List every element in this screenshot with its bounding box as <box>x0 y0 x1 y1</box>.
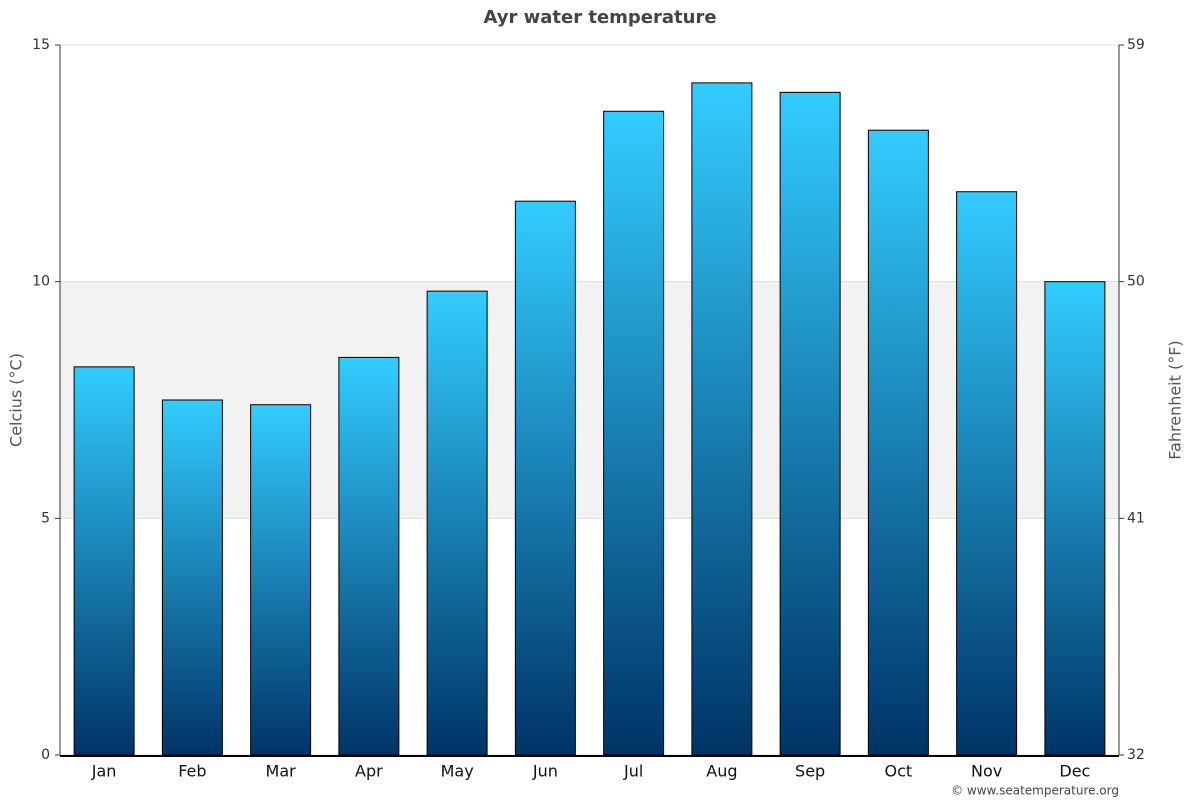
bar <box>779 91 841 756</box>
y2-tick-label: 50 <box>1127 274 1145 290</box>
x-tick-label: Feb <box>178 762 206 781</box>
bar <box>1044 281 1106 756</box>
x-tick-label: May <box>441 762 474 781</box>
x-tick-label: Oct <box>885 762 913 781</box>
bar <box>691 82 753 756</box>
bar <box>603 110 665 756</box>
x-tick-label: Aug <box>706 762 737 781</box>
source-credit: © www.seatemperature.org <box>951 784 1119 798</box>
bar <box>867 129 929 756</box>
bar <box>338 356 400 756</box>
y-tick-label: 10 <box>32 274 50 290</box>
bar <box>956 191 1018 756</box>
y2-axis-label: Fahrenheit (°F) <box>1166 340 1185 459</box>
x-tick-label: Mar <box>266 762 297 781</box>
x-tick-label: Jul <box>623 762 643 781</box>
y-tick-label: 5 <box>41 510 50 526</box>
bar <box>514 200 576 756</box>
y2-tick-label: 41 <box>1127 510 1145 526</box>
y2-tick-label: 32 <box>1127 747 1145 763</box>
y-axis-label: Celcius (°C) <box>7 353 26 447</box>
x-tick-label: Dec <box>1059 762 1090 781</box>
y-tick-label: 0 <box>41 747 50 763</box>
bar <box>426 290 488 756</box>
x-tick-label: Apr <box>355 762 383 781</box>
y2-tick-label: 59 <box>1127 37 1145 53</box>
chart-title: Ayr water temperature <box>483 7 716 28</box>
x-tick-label: Sep <box>795 762 825 781</box>
x-tick-label: Nov <box>971 762 1002 781</box>
shaded-band <box>60 281 1119 519</box>
x-tick-label: Jan <box>91 762 117 781</box>
bar <box>161 399 223 756</box>
bar <box>73 366 135 756</box>
x-tick-label: Jun <box>532 762 558 781</box>
y-tick-label: 15 <box>32 37 50 53</box>
bar <box>250 404 312 756</box>
